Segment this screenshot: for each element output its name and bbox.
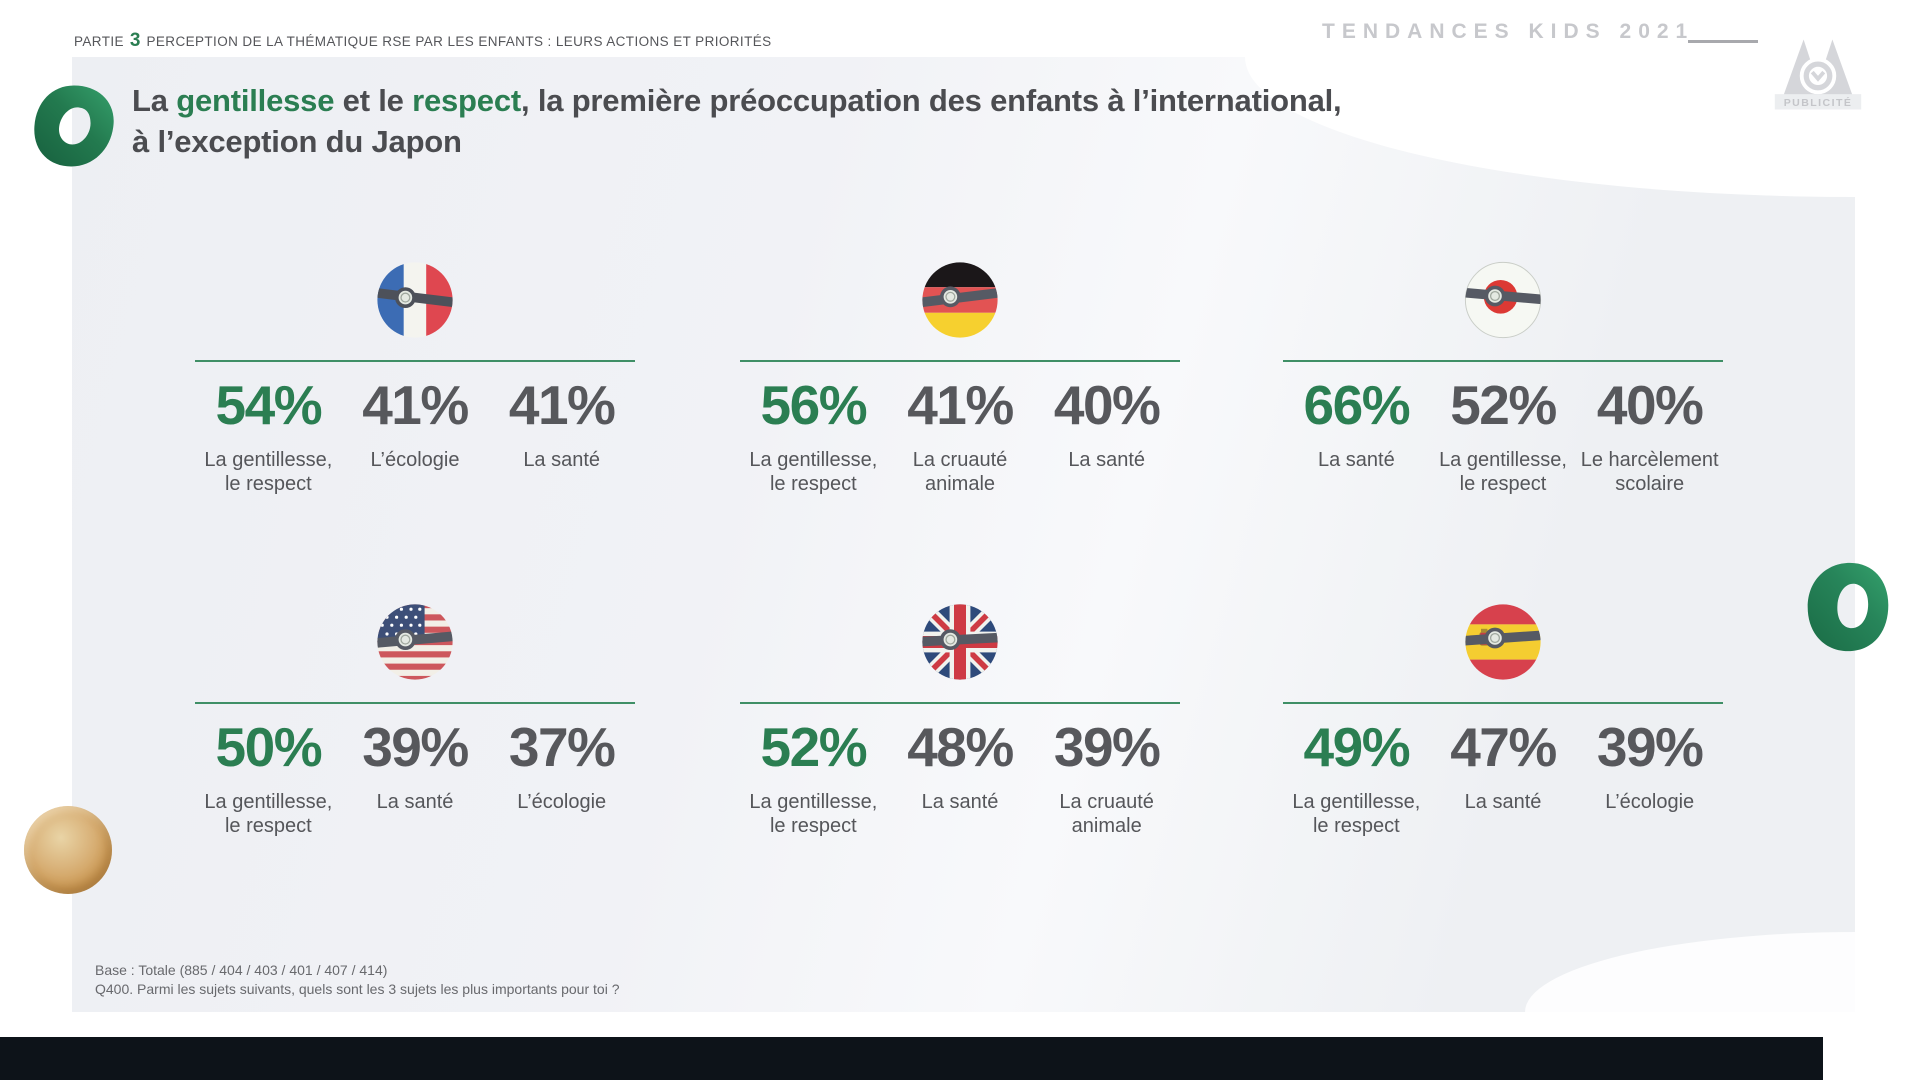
slide-card	[72, 57, 1855, 1012]
breadcrumb: PARTIE 3 PERCEPTION DE LA THÉMATIQUE RSE…	[74, 30, 772, 52]
stat-value: 39%	[362, 716, 469, 778]
stat-item: 47% La santé	[1430, 718, 1577, 838]
stat-label: La gentillesse, le respect	[749, 791, 878, 837]
usa-flag-pokeball-icon	[195, 602, 635, 682]
country-panel-uk: 52% La gentillesse, le respect 48% La sa…	[740, 602, 1180, 838]
country-panel-germany: 56% La gentillesse, le respect 41% La cr…	[740, 260, 1180, 496]
stat-label: La gentillesse, le respect	[749, 449, 878, 495]
m6-publicite-logo-icon: PUBLICITÉ	[1774, 39, 1862, 110]
divider-line	[740, 702, 1180, 704]
title-text: , la première préoccupation des enfants …	[521, 83, 1342, 118]
stat-item: 39% La santé	[342, 718, 489, 838]
stat-label: La santé	[921, 791, 999, 813]
stat-value: 39%	[1053, 716, 1161, 778]
stat-item: 41% La cruauté animale	[887, 376, 1034, 496]
stat-label: La cruauté animale	[912, 449, 1008, 495]
stat-label: La santé	[1464, 791, 1542, 813]
stat-label: La gentillesse, le respect	[204, 449, 333, 495]
stat-item: 52% La gentillesse, le respect	[740, 718, 887, 838]
wooden-sphere-icon	[24, 806, 112, 894]
footer-base: Base : Totale (885 / 404 / 403 / 401 / 4…	[95, 962, 388, 978]
stat-label: La gentillesse, le respect	[204, 791, 333, 837]
stat-value: 47%	[1450, 716, 1557, 778]
country-panel-japan: 66% La santé 52% La gentillesse, le resp…	[1283, 260, 1723, 496]
stat-item: 48% La santé	[887, 718, 1034, 838]
part-word: PARTIE	[74, 34, 124, 49]
divider-line	[1283, 702, 1723, 704]
divider-line	[740, 360, 1180, 362]
brand-title: TENDANCES KIDS 2021	[1322, 20, 1695, 43]
stat-item: 40% Le harcèlement scolaire	[1576, 376, 1723, 496]
country-panel-usa: 50% La gentillesse, le respect 39% La sa…	[195, 602, 635, 838]
stat-label: La gentillesse, le respect	[1292, 791, 1421, 837]
stat-value: 41%	[508, 374, 616, 436]
stat-label: La santé	[376, 791, 454, 813]
stat-value: 52%	[760, 716, 868, 778]
divider-line	[195, 360, 635, 362]
stat-item: 49% La gentillesse, le respect	[1283, 718, 1430, 838]
stat-item: 66% La santé	[1283, 376, 1430, 496]
stat-value: 40%	[1596, 374, 1704, 436]
title-text: et le	[334, 83, 413, 118]
page-title: La gentillesse et le respect, la premièr…	[132, 80, 1452, 162]
stat-item: 39% L’écologie	[1576, 718, 1723, 838]
stat-item: 56% La gentillesse, le respect	[740, 376, 887, 496]
stat-item: 52% La gentillesse, le respect	[1430, 376, 1577, 496]
part-number: 3	[129, 30, 141, 51]
divider-line	[1283, 360, 1723, 362]
stat-label: L’écologie	[517, 791, 607, 813]
stat-value: 49%	[1303, 716, 1411, 778]
stat-item: 40% La santé	[1033, 376, 1180, 496]
stat-label: L’écologie	[1605, 791, 1695, 813]
stat-label: Le harcèlement scolaire	[1580, 449, 1719, 495]
bottom-right-wave-decoration	[1525, 932, 1855, 1012]
brand-dash-line	[1688, 40, 1758, 43]
stat-item: 41% L’écologie	[342, 376, 489, 496]
part-title: PERCEPTION DE LA THÉMATIQUE RSE PAR LES …	[146, 34, 772, 49]
stat-value: 41%	[362, 374, 469, 436]
stat-value: 56%	[760, 374, 868, 436]
title-highlight-respect: respect	[412, 83, 521, 118]
stat-label: La santé	[1068, 449, 1146, 471]
stat-label: La cruauté animale	[1059, 791, 1154, 837]
stat-item: 50% La gentillesse, le respect	[195, 718, 342, 838]
stat-value: 39%	[1596, 716, 1704, 778]
svg-text:PUBLICITÉ: PUBLICITÉ	[1784, 96, 1853, 109]
green-torus-icon	[34, 85, 114, 167]
country-panel-spain: 49% La gentillesse, le respect 47% La sa…	[1283, 602, 1723, 838]
footer-question: Q400. Parmi les sujets suivants, quels s…	[95, 981, 620, 997]
stat-value: 54%	[215, 374, 323, 436]
title-highlight-gentillesse: gentillesse	[176, 83, 335, 118]
stat-item: 54% La gentillesse, le respect	[195, 376, 342, 496]
germany-flag-pokeball-icon	[740, 260, 1180, 340]
stat-label: La santé	[1317, 449, 1395, 471]
stat-value: 37%	[508, 716, 616, 778]
stat-label: L’écologie	[370, 449, 460, 471]
japan-flag-pokeball-icon	[1283, 260, 1723, 340]
stat-label: La santé	[523, 449, 601, 471]
footer-source-note: Base : Totale (885 / 404 / 403 / 401 / 4…	[95, 961, 619, 999]
stat-value: 48%	[907, 716, 1014, 778]
stat-value: 41%	[907, 374, 1014, 436]
stat-value: 40%	[1053, 374, 1161, 436]
stat-item: 41% La santé	[488, 376, 635, 496]
title-line2: à l’exception du Japon	[132, 124, 462, 159]
stat-label: La gentillesse, le respect	[1439, 449, 1567, 495]
stat-value: 52%	[1450, 374, 1557, 436]
green-torus-right-icon	[1807, 562, 1889, 652]
title-text: La	[132, 83, 177, 118]
bottom-bar	[0, 1037, 1823, 1080]
stat-item: 39% La cruauté animale	[1033, 718, 1180, 838]
stat-item: 37% L’écologie	[488, 718, 635, 838]
stat-value: 66%	[1303, 374, 1411, 436]
divider-line	[195, 702, 635, 704]
france-flag-pokeball-icon	[195, 260, 635, 340]
spain-flag-pokeball-icon	[1283, 602, 1723, 682]
country-panel-france: 54% La gentillesse, le respect 41% L’éco…	[195, 260, 635, 496]
uk-flag-pokeball-icon	[740, 602, 1180, 682]
stat-value: 50%	[215, 716, 323, 778]
